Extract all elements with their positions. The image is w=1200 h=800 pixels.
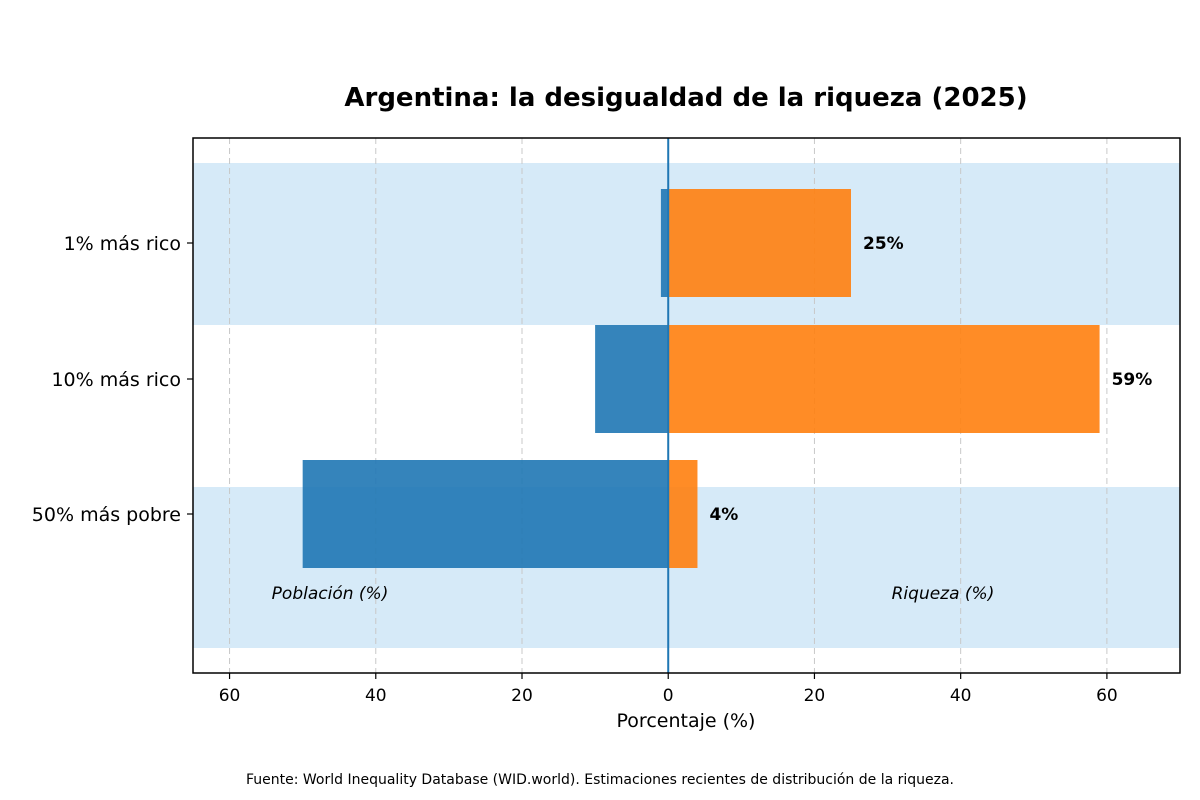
- x-tick-label: 40: [365, 686, 387, 706]
- category-label: 50% más pobre: [32, 504, 181, 526]
- x-axis-label: Porcentaje (%): [617, 710, 756, 732]
- plot-frame: [192, 137, 1181, 674]
- chart-title: Argentina: la desigualdad de la riqueza …: [344, 83, 1027, 113]
- x-tick-label: 40: [950, 686, 972, 706]
- data-label: 4%: [709, 505, 738, 525]
- x-tick-label: 20: [804, 686, 826, 706]
- bar-wealth: [668, 460, 698, 568]
- category-label: 1% más rico: [64, 233, 181, 255]
- x-tick-label: 60: [219, 686, 241, 706]
- bar-wealth: [668, 189, 851, 297]
- bar-population: [660, 189, 669, 297]
- data-label: 59%: [1112, 370, 1153, 390]
- x-tick-label: 60: [1096, 686, 1118, 706]
- annotation-wealth: Riqueza (%): [892, 584, 995, 604]
- bar-population: [595, 325, 669, 433]
- bars: [302, 189, 1100, 568]
- data-label: 25%: [863, 234, 904, 254]
- x-tick-label: 0: [663, 686, 674, 706]
- bar-wealth: [668, 325, 1100, 433]
- annotation-population: Población (%): [272, 584, 389, 604]
- source-note: Fuente: World Inequality Database (WID.w…: [246, 772, 954, 788]
- x-axis: 60 40 20 0 20 40 60: [219, 673, 1118, 706]
- bar-population: [302, 460, 669, 568]
- data-labels: 25% 59% 4%: [709, 234, 1152, 525]
- annotations: Población (%) Riqueza (%): [272, 584, 995, 604]
- category-label: 10% más rico: [51, 369, 181, 391]
- x-tick-label: 20: [511, 686, 533, 706]
- y-axis: 1% más rico 10% más rico 50% más pobre: [32, 233, 193, 526]
